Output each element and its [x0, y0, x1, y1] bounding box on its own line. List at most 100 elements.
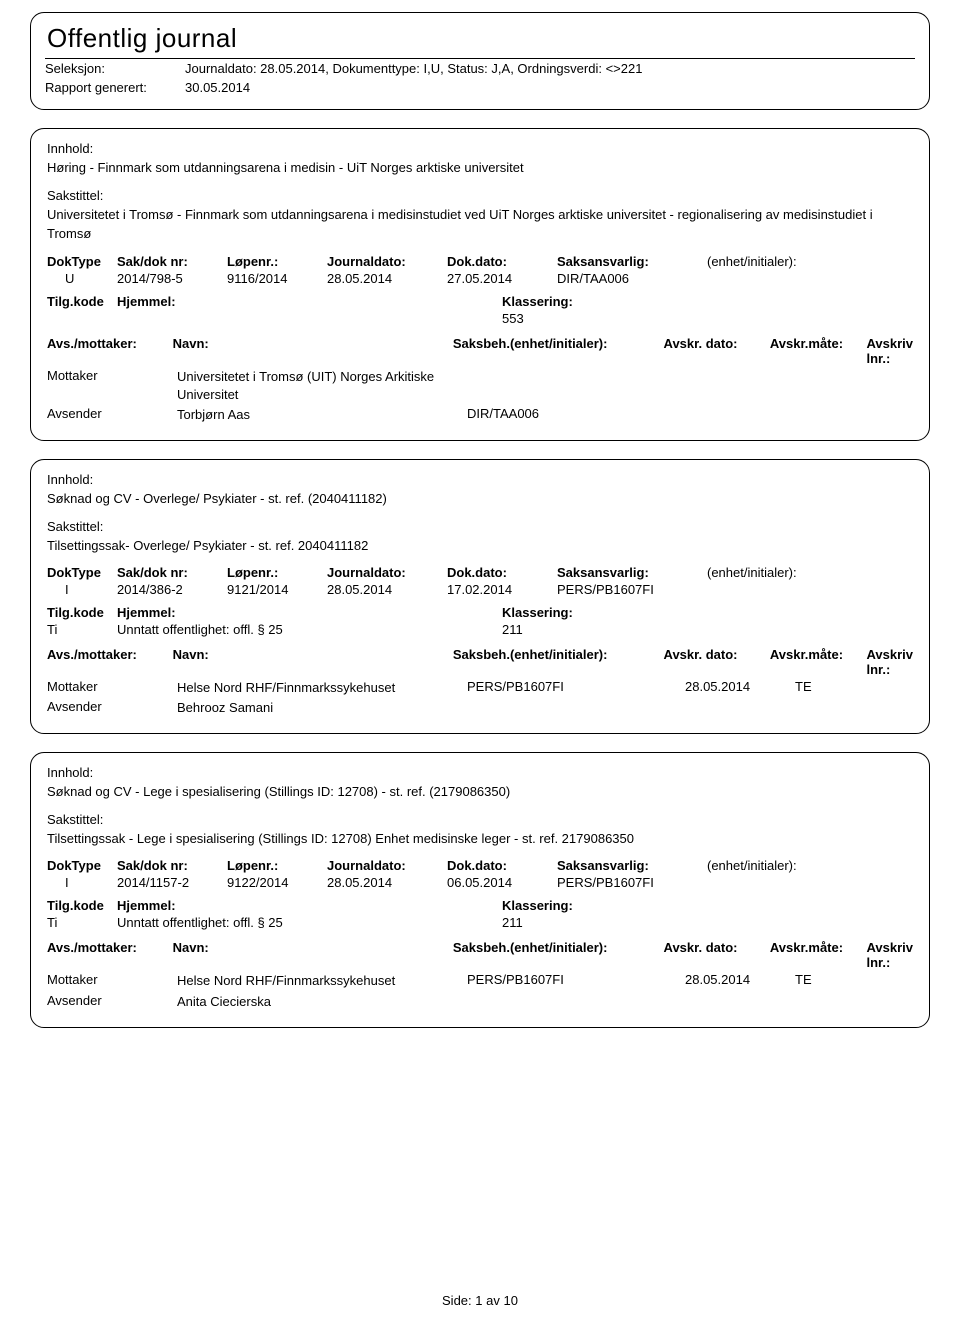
saksbeh-label: Saksbeh.(enhet/initialer):	[453, 940, 664, 970]
journaldato-value: 28.05.2014	[327, 582, 447, 597]
col-lopenr-label: Løpenr.:	[227, 565, 327, 580]
enhet-value	[707, 271, 857, 286]
tilgkode-content-row: 553	[47, 311, 913, 326]
saksansvarlig-value: PERS/PB1607FI	[557, 582, 707, 597]
col-journaldato-label: Journaldato:	[327, 254, 447, 269]
party-name: Helse Nord RHF/Finnmarkssykehuset	[177, 679, 467, 697]
tilgkode-value: Ti	[47, 915, 117, 930]
hjemmel-label: Hjemmel:	[117, 898, 502, 913]
journal-entry: Innhold: Søknad og CV - Overlege/ Psykia…	[30, 459, 930, 734]
party-name: Helse Nord RHF/Finnmarkssykehuset	[177, 972, 467, 990]
party-name: Behrooz Samani	[177, 699, 467, 717]
seleksjon-row: Seleksjon: Journaldato: 28.05.2014, Doku…	[45, 58, 915, 76]
col-lopenr-label: Løpenr.:	[227, 254, 327, 269]
saksbeh-label: Saksbeh.(enhet/initialer):	[453, 336, 664, 366]
party-role: Mottaker	[47, 972, 177, 987]
doc-headers: DokType Sak/dok nr: Løpenr.: Journaldato…	[47, 565, 913, 580]
navn-label: Navn:	[173, 940, 453, 970]
col-dokdato-label: Dok.dato:	[447, 858, 557, 873]
doc-headers: DokType Sak/dok nr: Løpenr.: Journaldato…	[47, 858, 913, 873]
sakstittel-label: Sakstittel:	[47, 188, 913, 203]
klassering-value: 211	[502, 915, 523, 930]
tilgkode-label: Tilg.kode	[47, 294, 117, 309]
tilgkode-header-row: Tilg.kode Hjemmel: Klassering:	[47, 605, 913, 620]
rapport-value: 30.05.2014	[185, 80, 250, 95]
rapport-label: Rapport generert:	[45, 80, 185, 95]
seleksjon-value: Journaldato: 28.05.2014, Dokumenttype: I…	[185, 61, 642, 76]
party-saksbeh: DIR/TAA006	[467, 406, 685, 421]
sakstittel-text: Tilsettingssak - Lege i spesialisering (…	[47, 829, 913, 849]
party-row: Mottaker Universitetet i Tromsø (UIT) No…	[47, 368, 913, 404]
sakstittel-text: Tilsettingssak- Overlege/ Psykiater - st…	[47, 536, 913, 556]
col-enhet-label: (enhet/initialer):	[707, 565, 857, 580]
col-saknr-label: Sak/dok nr:	[117, 565, 227, 580]
innhold-label: Innhold:	[47, 141, 913, 156]
avsmottaker-label: Avs./mottaker:	[47, 940, 173, 970]
party-avskrmate: TE	[795, 679, 895, 694]
avskrivlnr-label: Avskriv lnr.:	[866, 336, 913, 366]
tilgkode-header-row: Tilg.kode Hjemmel: Klassering:	[47, 294, 913, 309]
party-saksbeh: PERS/PB1607FI	[467, 679, 685, 694]
party-row: Mottaker Helse Nord RHF/Finnmarkssykehus…	[47, 679, 913, 697]
col-journaldato-label: Journaldato:	[327, 858, 447, 873]
party-avskrmate: TE	[795, 972, 895, 987]
seleksjon-label: Seleksjon:	[45, 61, 185, 76]
doktype-value: I	[47, 875, 117, 890]
tilgkode-header: Tilg.kode Hjemmel:	[47, 898, 502, 913]
col-saksansvarlig-label: Saksansvarlig:	[557, 565, 707, 580]
party-name: Anita Ciecierska	[177, 993, 467, 1011]
hjemmel-label: Hjemmel:	[117, 605, 502, 620]
party-avskrdato: 28.05.2014	[685, 972, 795, 987]
klassering-label: Klassering:	[502, 294, 573, 309]
avsmottaker-label: Avs./mottaker:	[47, 647, 173, 677]
tilgkode-content-row: Ti Unntatt offentlighet: offl. § 25 211	[47, 622, 913, 637]
col-enhet-label: (enhet/initialer):	[707, 254, 857, 269]
party-role: Avsender	[47, 993, 177, 1008]
journaldato-value: 28.05.2014	[327, 271, 447, 286]
lopenr-value: 9122/2014	[227, 875, 327, 890]
col-doktype-label: DokType	[47, 858, 117, 873]
innhold-text: Høring - Finnmark som utdanningsarena i …	[47, 158, 913, 178]
party-name: Torbjørn Aas	[177, 406, 467, 424]
saksansvarlig-value: PERS/PB1607FI	[557, 875, 707, 890]
lopenr-value: 9116/2014	[227, 271, 327, 286]
navn-label: Navn:	[173, 336, 453, 366]
party-headers: Avs./mottaker: Navn: Saksbeh.(enhet/init…	[47, 336, 913, 366]
col-lopenr-label: Løpenr.:	[227, 858, 327, 873]
page-footer: Side: 1 av 10	[0, 1293, 960, 1308]
party-role: Mottaker	[47, 368, 177, 383]
page-container: Offentlig journal Seleksjon: Journaldato…	[0, 0, 960, 1328]
tilgkode-header-row: Tilg.kode Hjemmel: Klassering:	[47, 898, 913, 913]
journal-entry: Innhold: Søknad og CV - Lege i spesialis…	[30, 752, 930, 1027]
col-doktype-label: DokType	[47, 254, 117, 269]
saknr-value: 2014/798-5	[117, 271, 227, 286]
saknr-value: 2014/1157-2	[117, 875, 227, 890]
page-title: Offentlig journal	[47, 23, 915, 54]
innhold-label: Innhold:	[47, 472, 913, 487]
avskrmate-label: Avskr.måte:	[770, 647, 867, 677]
doc-headers: DokType Sak/dok nr: Løpenr.: Journaldato…	[47, 254, 913, 269]
party-row: Avsender Behrooz Samani	[47, 699, 913, 717]
col-journaldato-label: Journaldato:	[327, 565, 447, 580]
saksbeh-label: Saksbeh.(enhet/initialer):	[453, 647, 664, 677]
party-row: Mottaker Helse Nord RHF/Finnmarkssykehus…	[47, 972, 913, 990]
avskrdato-label: Avskr. dato:	[664, 336, 770, 366]
party-headers: Avs./mottaker: Navn: Saksbeh.(enhet/init…	[47, 647, 913, 677]
innhold-text: Søknad og CV - Lege i spesialisering (St…	[47, 782, 913, 802]
journaldato-value: 28.05.2014	[327, 875, 447, 890]
dokdato-value: 27.05.2014	[447, 271, 557, 286]
tilgkode-label: Tilg.kode	[47, 898, 117, 913]
party-avskrdato: 28.05.2014	[685, 679, 795, 694]
rapport-row: Rapport generert: 30.05.2014	[45, 80, 915, 95]
avskrmate-label: Avskr.måte:	[770, 336, 867, 366]
party-role: Mottaker	[47, 679, 177, 694]
hjemmel-value: Unntatt offentlighet: offl. § 25	[117, 622, 502, 637]
footer-page: 1	[475, 1293, 482, 1308]
hjemmel-label: Hjemmel:	[117, 294, 502, 309]
col-saknr-label: Sak/dok nr:	[117, 254, 227, 269]
avskrmate-label: Avskr.måte:	[770, 940, 867, 970]
col-saksansvarlig-label: Saksansvarlig:	[557, 254, 707, 269]
doktype-value: I	[47, 582, 117, 597]
enhet-value	[707, 582, 857, 597]
hjemmel-value	[117, 311, 502, 326]
